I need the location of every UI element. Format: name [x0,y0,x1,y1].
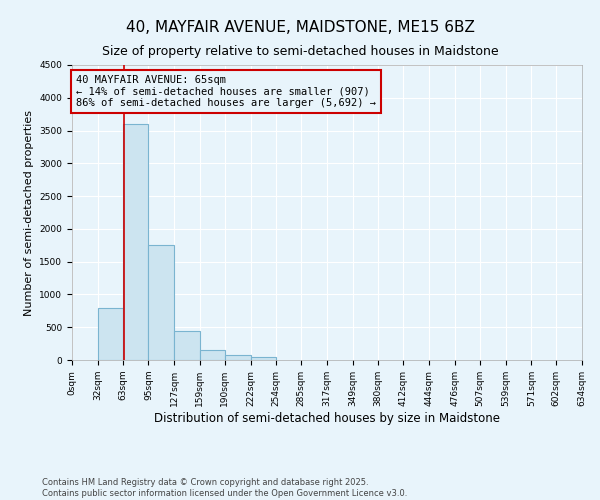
Text: Size of property relative to semi-detached houses in Maidstone: Size of property relative to semi-detach… [101,45,499,58]
Bar [200,350,225,360]
X-axis label: Distribution of semi-detached houses by size in Maidstone: Distribution of semi-detached houses by … [154,412,500,424]
Text: 40 MAYFAIR AVENUE: 65sqm
← 14% of semi-detached houses are smaller (907)
86% of : 40 MAYFAIR AVENUE: 65sqm ← 14% of semi-d… [76,75,376,108]
Bar [251,356,277,360]
Text: Contains HM Land Registry data © Crown copyright and database right 2025.
Contai: Contains HM Land Registry data © Crown c… [42,478,407,498]
Text: 40, MAYFAIR AVENUE, MAIDSTONE, ME15 6BZ: 40, MAYFAIR AVENUE, MAIDSTONE, ME15 6BZ [125,20,475,35]
Y-axis label: Number of semi-detached properties: Number of semi-detached properties [24,110,34,316]
Bar [98,308,122,360]
Bar [174,330,200,360]
Bar [148,246,174,360]
Bar [122,124,148,360]
Bar [225,355,251,360]
